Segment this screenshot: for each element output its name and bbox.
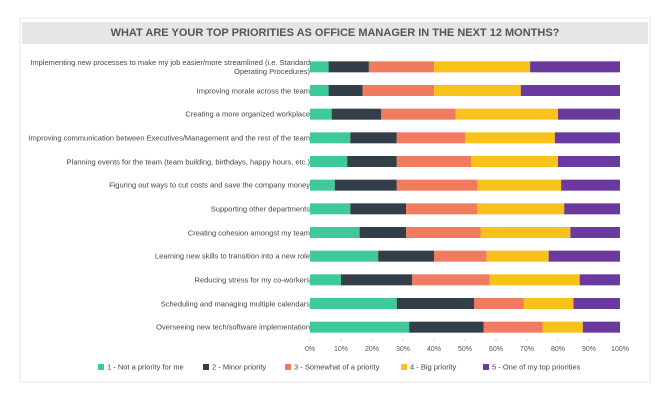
y-tick-label: Implementing new processes to make my jo… [30, 57, 310, 76]
y-tick-label: Figuring out ways to cut costs and save … [109, 180, 310, 190]
legend-swatch [203, 364, 209, 370]
bar-segment [310, 108, 332, 120]
bar-segment [471, 156, 558, 167]
bar-segment [310, 179, 335, 191]
bar-segment [310, 203, 351, 215]
frame [19, 17, 651, 383]
bar-segment [334, 179, 397, 191]
x-tick-label: 40% [427, 346, 441, 353]
bar-segment [396, 298, 475, 309]
y-tick-label: Improving communication between Executiv… [28, 133, 310, 143]
bar-segment [455, 108, 558, 120]
bar-segment [561, 179, 620, 191]
bar-segment [310, 85, 329, 96]
bar-segment [347, 156, 397, 167]
x-tick-label: 90% [582, 346, 596, 353]
bar-segment [368, 61, 434, 73]
legend-swatch [401, 364, 407, 370]
bar-segment [409, 321, 484, 333]
bar-segment [412, 274, 490, 286]
x-tick-label: 50% [458, 346, 472, 353]
chart-title: WHAT ARE YOUR TOP PRIORITIES AS OFFICE M… [111, 27, 560, 39]
bar-segment [331, 108, 382, 120]
x-tick-label: 0% [305, 346, 315, 353]
bar-segment [434, 61, 531, 73]
bar-segment [520, 85, 620, 96]
bar-segment [406, 227, 481, 238]
bar-segment [483, 321, 543, 333]
bar-segment [381, 108, 456, 120]
bar-segment [582, 321, 620, 333]
bar-segment [477, 203, 565, 215]
bar-segment [548, 250, 620, 262]
bar-segment [310, 250, 379, 262]
x-tick-label: 60% [489, 346, 503, 353]
bar-segment [480, 227, 571, 238]
y-tick-label: Learning new skills to transition into a… [154, 251, 310, 261]
bar-segment [378, 250, 434, 262]
legend-swatch [98, 364, 104, 370]
bar-segment [396, 132, 465, 144]
bar-segment [310, 321, 410, 333]
bar-segment [310, 61, 329, 73]
bar-segment [579, 274, 620, 286]
bar-segment [542, 321, 583, 333]
x-tick-label: 100% [611, 346, 629, 353]
x-tick-label: 80% [551, 346, 565, 353]
bar-segment [477, 179, 562, 191]
y-tick-label: Improving morale across the team [196, 86, 310, 95]
legend-swatch [285, 364, 291, 370]
bar-segment [558, 108, 620, 120]
legend-label: 1 - Not a priority for me [107, 362, 184, 371]
bar-segment [350, 132, 397, 144]
bar-segment [486, 250, 549, 262]
x-tick-label: 20% [365, 346, 379, 353]
bar-segment [310, 274, 341, 286]
y-tick-label: Creating a more organized workplace [185, 109, 310, 119]
bar-segment [310, 298, 397, 309]
bar-segment [434, 85, 521, 96]
title-bar [22, 22, 648, 44]
bar-segment [406, 203, 478, 215]
bar-segment [396, 156, 472, 167]
bar-segment [328, 61, 369, 73]
bar-segment [359, 227, 407, 238]
x-tick-label: 70% [520, 346, 534, 353]
y-tick-label: Creating cohesion amongst my team [187, 228, 310, 237]
bar-segment [554, 132, 620, 144]
bar-segment [328, 85, 363, 96]
legend-label: 3 - Somewhat of a priority [294, 362, 380, 371]
y-tick-label: Overseeing new tech/software implementat… [156, 322, 310, 332]
x-tick-label: 10% [334, 346, 348, 353]
y-tick-label: Scheduling and managing multiple calenda… [160, 299, 310, 308]
bar-segment [341, 274, 413, 286]
bar-segment [530, 61, 620, 73]
y-tick-label: Planning events for the team (team build… [66, 157, 310, 166]
legend-label: 5 - One of my top priorities [492, 362, 581, 371]
y-tick-label: Supporting other departments [210, 204, 310, 214]
bar-segment [465, 132, 555, 144]
bar-segment [564, 203, 620, 215]
bar-segment [310, 156, 348, 167]
y-tick-label: Reducing stress for my co-workers [194, 275, 310, 285]
legend-label: 2 - Minor priority [212, 362, 266, 371]
bar-segment [350, 203, 407, 215]
bar-segment [434, 250, 487, 262]
bar-segment [570, 227, 620, 238]
bar-segment [573, 298, 620, 309]
bar-segment [558, 156, 620, 167]
bar-segment [474, 298, 524, 309]
legend-swatch [483, 364, 489, 370]
bar-segment [310, 227, 360, 238]
bar-segment [362, 85, 434, 96]
bar-segment [396, 179, 478, 191]
bar-segment [523, 298, 574, 309]
bar-segment [310, 132, 351, 144]
legend-label: 4 - Big priority [410, 362, 457, 371]
bar-segment [489, 274, 580, 286]
x-tick-label: 30% [396, 346, 410, 353]
